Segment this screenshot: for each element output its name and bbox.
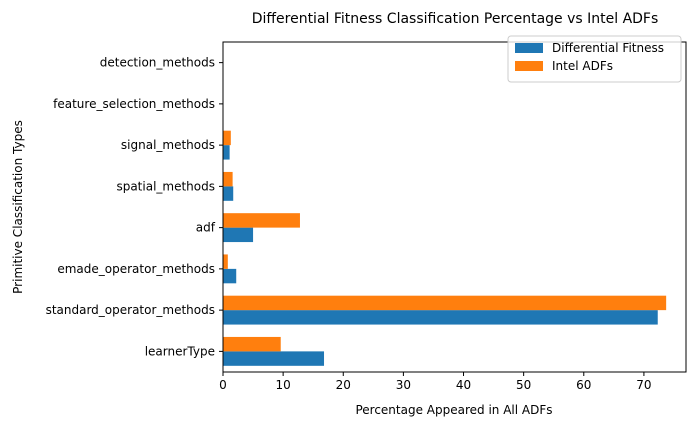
bar-intel-adfs-emade_operator_methods [223,254,228,269]
bar-differential-fitness-emade_operator_methods [223,268,237,284]
bar-intel-adfs-adf [223,213,300,228]
bar-differential-fitness-spatial_methods [223,186,234,201]
x-tick-label: 50 [516,378,531,392]
legend-swatch [515,43,543,53]
plot-frame [222,41,687,373]
y-tick-label: emade_operator_methods [57,262,215,276]
y-tick-label: learnerType [145,344,215,358]
bar-intel-adfs-signal_methods [223,130,231,146]
x-tick-label: 60 [576,378,591,392]
legend-swatch [515,61,543,71]
y-tick-label: signal_methods [121,138,215,152]
bar-differential-fitness-learnerType [223,351,325,366]
x-tick-label: 10 [275,378,290,392]
legend: Differential Fitness Intel ADFs [507,35,682,83]
y-tick-label: feature_selection_methods [53,97,215,111]
x-axis-label: Percentage Appeared in All ADFs [355,403,552,417]
x-tick-label: 30 [396,378,411,392]
y-tick-label: standard_operator_methods [46,303,215,317]
x-tick-label: 20 [336,378,351,392]
legend-label: Differential Fitness [552,41,664,55]
bars-group [223,130,667,366]
bar-differential-fitness-standard_operator_methods [223,310,658,325]
y-tick-label: spatial_methods [116,179,215,193]
chart-title: Differential Fitness Classification Perc… [252,11,659,27]
x-tick-label: 70 [636,378,651,392]
x-tick-label: 0 [219,378,227,392]
x-tick-label: 40 [456,378,471,392]
bar-intel-adfs-standard_operator_methods [223,295,667,311]
y-tick-label: detection_methods [100,56,215,70]
x-ticks-group: 0 10 20 30 40 50 60 70 [219,372,652,392]
bar-intel-adfs-learnerType [223,336,281,352]
legend-box [507,35,682,83]
y-tick-label: adf [196,221,216,235]
bar-differential-fitness-adf [223,227,254,243]
legend-label: Intel ADFs [552,59,613,73]
y-ticks-group: learnerType standard_operator_methods emad… [46,56,223,358]
bar-differential-fitness-signal_methods [223,145,230,160]
bar-intel-adfs-spatial_methods [223,171,233,187]
y-axis-label: Primitive Classification Types [11,120,25,294]
